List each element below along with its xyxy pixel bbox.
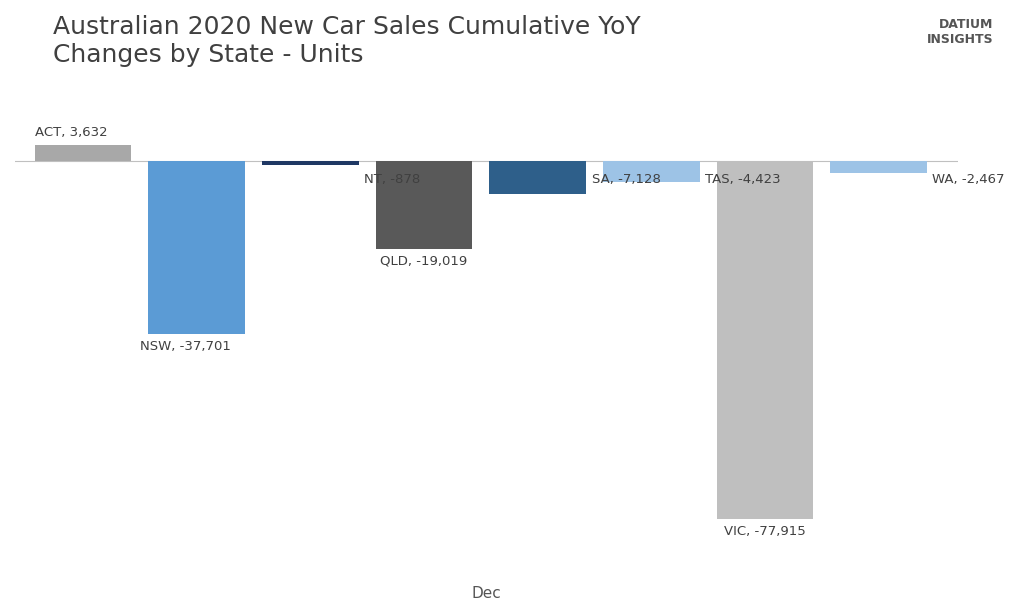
Text: WA, -2,467: WA, -2,467 — [933, 173, 1005, 186]
Text: QLD, -19,019: QLD, -19,019 — [380, 254, 468, 267]
Text: DATIUM
INSIGHTS: DATIUM INSIGHTS — [927, 18, 993, 46]
Bar — [262, 161, 358, 165]
Text: Australian 2020 New Car Sales Cumulative YoY
Changes by State - Units: Australian 2020 New Car Sales Cumulative… — [52, 15, 640, 67]
Bar — [830, 161, 927, 172]
X-axis label: Dec: Dec — [472, 586, 502, 601]
Bar — [489, 161, 586, 194]
Text: VIC, -77,915: VIC, -77,915 — [724, 525, 806, 538]
Bar — [603, 161, 699, 182]
Bar — [35, 145, 131, 161]
Text: SA, -7,128: SA, -7,128 — [592, 173, 660, 186]
Text: NT, -878: NT, -878 — [365, 173, 421, 186]
Text: NSW, -37,701: NSW, -37,701 — [140, 341, 230, 354]
Text: ACT, 3,632: ACT, 3,632 — [36, 126, 109, 139]
Bar — [717, 161, 813, 519]
Bar — [148, 161, 245, 334]
Bar — [376, 161, 472, 249]
Text: TAS, -4,423: TAS, -4,423 — [706, 173, 781, 186]
